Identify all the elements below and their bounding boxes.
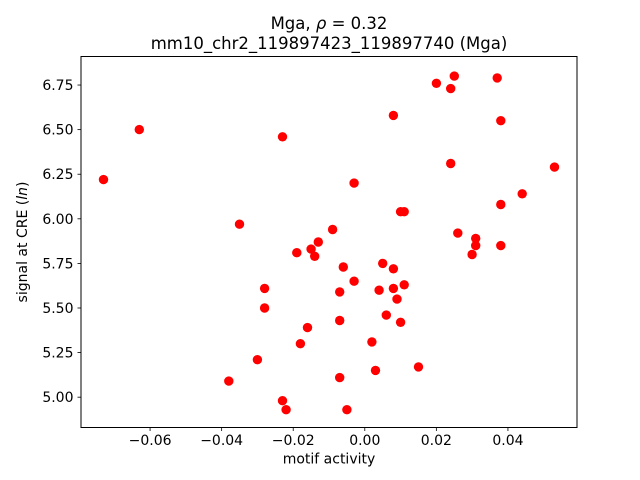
ticks-layer: −0.06 −0.04 −0.02 0.00 0.02 0.04 5.00 5.25 5.50 5… <box>42 78 523 449</box>
y-tick-label: 5.50 <box>42 301 73 317</box>
data-point <box>292 248 302 258</box>
y-tick-label: 5.00 <box>42 390 73 406</box>
data-point <box>277 132 288 142</box>
data-point <box>259 303 270 313</box>
data-point <box>453 228 463 238</box>
y-tick-label: 5.25 <box>42 346 73 362</box>
data-point <box>381 310 391 320</box>
data-point <box>335 315 345 326</box>
data-point <box>367 337 377 347</box>
y-tick-label: 6.75 <box>42 78 73 94</box>
x-tick-label: −0.06 <box>129 433 172 449</box>
data-point <box>277 396 288 406</box>
data-point <box>395 317 406 327</box>
y-tick-label: 5.75 <box>42 256 73 272</box>
chart-subtitle: mm10_chr2_119897423_119897740 (Mga) <box>151 34 508 54</box>
points-layer <box>98 71 560 415</box>
data-point <box>374 285 384 295</box>
data-point <box>449 71 459 81</box>
data-point <box>98 174 109 185</box>
data-point <box>496 240 506 251</box>
data-point <box>370 365 381 376</box>
x-tick-label: −0.04 <box>200 433 243 449</box>
data-point <box>259 283 270 294</box>
data-point <box>310 251 320 261</box>
data-point <box>252 355 263 365</box>
data-point <box>496 116 506 126</box>
data-point <box>327 224 338 235</box>
x-tick-label: −0.02 <box>272 433 315 449</box>
y-tick-label: 6.00 <box>42 212 73 228</box>
data-point <box>392 294 402 304</box>
data-point <box>467 249 477 260</box>
data-point <box>549 162 560 172</box>
data-point <box>431 78 442 89</box>
data-point <box>388 283 399 294</box>
chart-title-prefix: Mga, <box>271 14 316 33</box>
data-point <box>378 258 388 269</box>
x-tick-label: 0.04 <box>492 433 523 449</box>
data-point <box>446 158 456 169</box>
y-axis-label-prefix: signal at CRE ( <box>15 200 31 303</box>
data-point <box>349 276 359 286</box>
data-point <box>335 372 345 383</box>
data-point <box>295 339 306 349</box>
data-point <box>496 199 506 210</box>
chart-title: Mga, ρ = 0.32 <box>271 14 388 33</box>
data-point <box>446 83 456 94</box>
x-axis-label: motif activity <box>283 452 376 468</box>
data-point <box>388 264 399 274</box>
data-point <box>492 73 502 83</box>
data-point <box>234 219 245 229</box>
y-axis-label-suffix: ) <box>15 182 31 187</box>
data-point <box>517 189 527 199</box>
y-tick-label: 6.50 <box>42 123 73 139</box>
data-point <box>349 178 359 188</box>
y-axis-label-italic: ln <box>15 187 31 200</box>
data-point <box>399 207 409 217</box>
chart-title-rho: ρ <box>316 14 327 33</box>
data-point <box>471 233 481 244</box>
chart-title-suffix: = 0.32 <box>326 14 387 33</box>
data-point <box>388 110 399 121</box>
data-point <box>471 240 481 251</box>
data-point <box>224 376 234 386</box>
data-point <box>413 362 424 372</box>
data-point <box>302 322 313 333</box>
x-tick-label: 0.02 <box>421 433 452 449</box>
data-point <box>313 237 323 247</box>
data-point <box>134 124 144 135</box>
data-point <box>342 405 352 415</box>
data-point <box>338 262 348 272</box>
data-point <box>335 287 345 297</box>
data-point <box>281 405 291 415</box>
plot-area <box>80 56 578 428</box>
y-tick-label: 6.25 <box>42 167 73 183</box>
data-point <box>399 280 409 290</box>
x-tick-label: 0.00 <box>349 433 380 449</box>
y-axis-label: signal at CRE (ln) <box>15 182 31 303</box>
data-point <box>306 244 316 254</box>
